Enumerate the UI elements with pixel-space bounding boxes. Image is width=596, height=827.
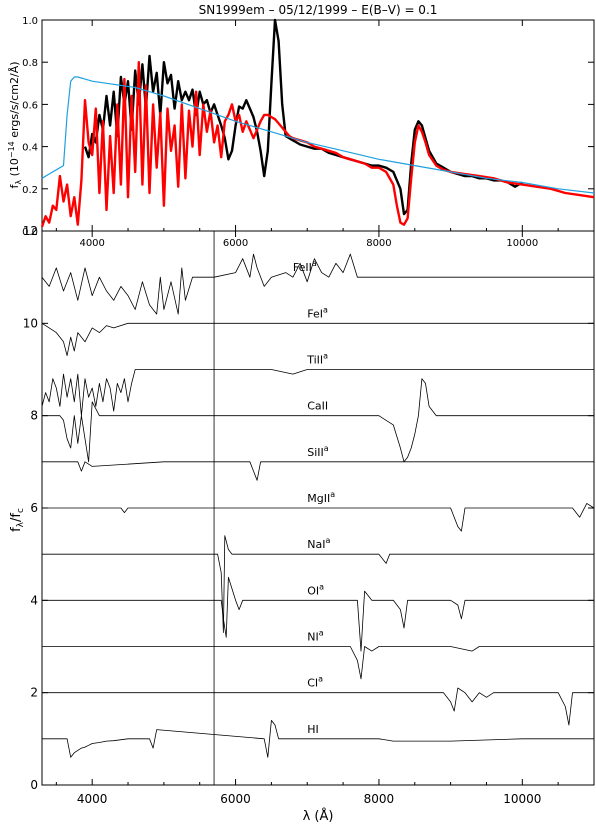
top-y-label-sub: λ xyxy=(14,180,23,185)
series-label-name-CI: CI xyxy=(307,677,318,690)
bottom-y-axis-label: fλ/fc xyxy=(9,508,26,532)
series-label-sup-TiII: a xyxy=(323,352,328,361)
series-label-sup-FeI: a xyxy=(323,305,328,314)
series-label-NI: NIa xyxy=(307,629,323,644)
series-label-FeI: FeIa xyxy=(307,305,328,320)
top-y-label-tail: ergs/s/cm2/Å) xyxy=(8,61,21,141)
series-line-1-2 xyxy=(41,369,594,417)
y-tick-label-0-1: 0.2 xyxy=(22,185,38,196)
series-line-1-8 xyxy=(42,646,594,680)
series-label-name-CaII: CaII xyxy=(307,400,328,413)
y-tick-label-1-2: 4 xyxy=(30,593,38,607)
y-tick-label-0-0: 0.0 xyxy=(22,227,38,238)
y-tick-label-1-3: 6 xyxy=(30,501,38,515)
top-y-axis-label: fλ (10−14 ergs/s/cm2/Å) xyxy=(7,61,23,188)
series-label-CI: CIa xyxy=(307,675,323,690)
series-label-sup-OI: a xyxy=(319,582,324,591)
x-tick-label-1-0: 4000 xyxy=(77,792,108,806)
series-label-name-FeII: FeII xyxy=(293,261,312,274)
y-tick-label-1-5: 10 xyxy=(23,316,38,330)
series-label-MgII: MgIIa xyxy=(307,490,335,505)
x-tick-label-0-1: 6000 xyxy=(223,238,248,249)
y-tick-label-1-4: 8 xyxy=(30,409,38,423)
x-axis-label: λ (Å) xyxy=(303,808,334,824)
y-tick-label-1-6: 12 xyxy=(23,224,38,238)
series-label-FeII: FeIIa xyxy=(293,259,317,274)
series-line-1-5 xyxy=(42,502,595,532)
bottom-y-label-sub2: c xyxy=(16,508,26,513)
series-line-0-2 xyxy=(41,76,595,194)
top-y-label-f: f xyxy=(8,184,21,189)
bottom-y-label-rest: /f xyxy=(9,513,24,522)
y-tick-label-1-0: 0 xyxy=(30,778,38,792)
series-line-1-6 xyxy=(42,535,594,633)
series-label-TiII: TiIIa xyxy=(306,352,328,367)
top-y-label-rest: (10 xyxy=(8,158,21,180)
series-label-sup-MgII: a xyxy=(330,490,335,499)
y-tick-label-0-2: 0.4 xyxy=(22,143,38,154)
y-tick-label-1-1: 2 xyxy=(30,686,38,700)
series-label-OI: OIa xyxy=(307,582,324,597)
x-tick-label-0-0: 4000 xyxy=(79,238,104,249)
series-line-1-4 xyxy=(42,461,594,481)
top-plot-area: 0.0 0.2 0.4 0.6 0.8 1.0 4000 6000 8000 10000 xyxy=(22,16,595,249)
series-label-HI: HI xyxy=(307,723,319,736)
series-label-CaII: CaII xyxy=(307,400,328,413)
series-label-sup-NI: a xyxy=(319,629,324,638)
y-tick-label-0-5: 1.0 xyxy=(22,16,38,27)
series-line-1-7 xyxy=(42,576,594,652)
y-tick-label-0-4: 0.8 xyxy=(22,58,38,69)
series-label-name-TiII: TiII xyxy=(306,354,323,367)
series-label-name-NI: NI xyxy=(307,631,318,644)
series-line-1-9 xyxy=(42,687,594,726)
bottom-y-label-sub: λ xyxy=(16,521,26,527)
series-line-1-1 xyxy=(41,322,594,357)
x-tick-label-1-1: 6000 xyxy=(220,792,251,806)
chart-title: SN1999em – 05/12/1999 – E(B–V) = 0.1 xyxy=(199,3,438,17)
x-tick-label-0-2: 8000 xyxy=(366,238,391,249)
series-label-SiII: SiIIa xyxy=(307,444,329,459)
series-label-name-HI: HI xyxy=(307,723,319,736)
top-spectrum-panel: 0.0 0.2 0.4 0.6 0.8 1.0 4000 6000 8000 10000 fλ (… xyxy=(7,16,595,249)
series-label-sup-FeII: a xyxy=(312,259,317,268)
series-label-NaI: NaIa xyxy=(307,536,330,551)
series-label-sup-SiII: a xyxy=(324,444,329,453)
x-tick-label-1-3: 10000 xyxy=(503,792,541,806)
series-label-name-OI: OI xyxy=(307,584,319,597)
series-line-0-1 xyxy=(40,61,595,228)
x-tick-label-1-2: 8000 xyxy=(364,792,395,806)
series-line-1-3 xyxy=(42,378,594,463)
top-y-label-exp: −14 xyxy=(7,141,16,158)
series-label-name-FeI: FeI xyxy=(307,307,323,320)
series-line-1-10 xyxy=(42,720,594,758)
series-line-0-0 xyxy=(83,18,523,216)
series-label-sup-NaI: a xyxy=(325,536,330,545)
series-label-name-MgII: MgII xyxy=(307,492,330,505)
bottom-y-label-f: f xyxy=(9,527,24,532)
series-label-sup-CI: a xyxy=(318,675,323,684)
y-tick-label-0-3: 0.6 xyxy=(22,100,38,111)
series-label-name-SiII: SiII xyxy=(307,446,324,459)
series-label-name-NaI: NaI xyxy=(307,538,325,551)
series-line-1-0 xyxy=(41,253,594,315)
x-tick-label-0-3: 10000 xyxy=(506,238,538,249)
